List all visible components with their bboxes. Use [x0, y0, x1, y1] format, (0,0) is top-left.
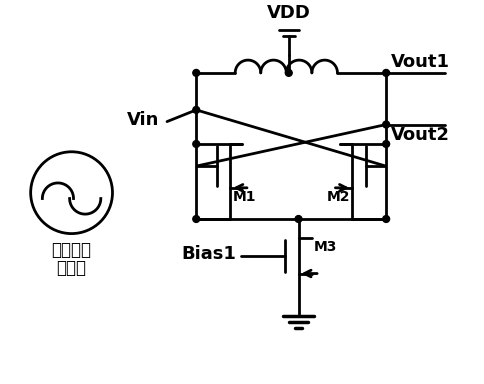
Text: 振荡器: 振荡器 [57, 259, 86, 277]
Circle shape [382, 121, 389, 128]
Circle shape [382, 141, 389, 147]
Circle shape [382, 215, 389, 222]
Circle shape [193, 141, 199, 147]
Text: 交叉耦合: 交叉耦合 [51, 242, 91, 259]
Text: Vout2: Vout2 [390, 126, 449, 144]
Text: VDD: VDD [266, 4, 310, 22]
Circle shape [193, 215, 199, 222]
Text: M1: M1 [232, 190, 255, 204]
Circle shape [193, 70, 199, 76]
Circle shape [382, 70, 389, 76]
Circle shape [193, 106, 199, 113]
Text: Bias1: Bias1 [181, 245, 236, 263]
Text: Vin: Vin [127, 111, 159, 129]
Text: M2: M2 [326, 190, 349, 204]
Text: Vout1: Vout1 [390, 53, 449, 71]
Circle shape [285, 70, 291, 76]
Text: M3: M3 [314, 240, 337, 255]
Circle shape [294, 215, 301, 222]
